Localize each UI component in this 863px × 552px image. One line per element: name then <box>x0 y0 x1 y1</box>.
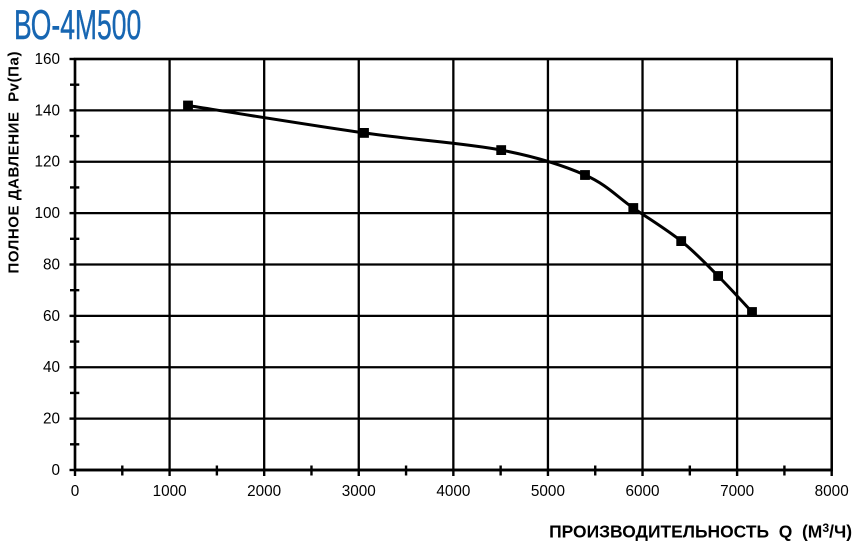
svg-text:140: 140 <box>34 102 60 119</box>
svg-text:100: 100 <box>34 205 60 222</box>
svg-text:ПРОИЗВОДИТЕЛЬНОСТЬ Q (М3/Ч): ПРОИЗВОДИТЕЛЬНОСТЬ Q (М3/Ч) <box>549 521 852 541</box>
svg-text:6000: 6000 <box>626 483 660 500</box>
svg-text:ПОЛНОЕ ДАВЛЕНИЕ Pv(Па): ПОЛНОЕ ДАВЛЕНИЕ Pv(Па) <box>6 51 23 274</box>
svg-text:8000: 8000 <box>815 483 849 500</box>
svg-text:160: 160 <box>34 51 60 68</box>
svg-text:3000: 3000 <box>342 483 376 500</box>
svg-text:5000: 5000 <box>531 483 565 500</box>
svg-text:80: 80 <box>43 256 60 273</box>
svg-text:120: 120 <box>34 154 60 171</box>
svg-text:20: 20 <box>43 411 60 428</box>
svg-text:0: 0 <box>51 462 60 479</box>
svg-text:2000: 2000 <box>247 483 281 500</box>
svg-text:ВО-4М500: ВО-4М500 <box>14 2 141 49</box>
svg-text:60: 60 <box>43 308 60 325</box>
svg-text:4000: 4000 <box>436 483 470 500</box>
svg-text:1000: 1000 <box>153 483 187 500</box>
svg-text:7000: 7000 <box>720 483 754 500</box>
svg-text:0: 0 <box>71 483 80 500</box>
svg-text:40: 40 <box>43 359 60 376</box>
